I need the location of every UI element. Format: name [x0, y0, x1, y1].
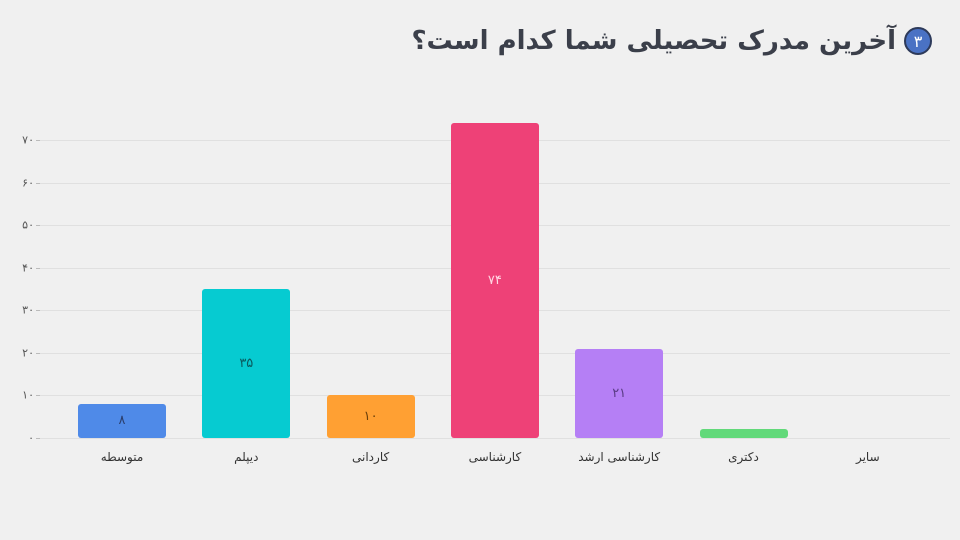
x-axis-label: سایر: [855, 450, 880, 464]
y-tick-mark: [36, 438, 40, 439]
y-tick-mark: [36, 140, 40, 141]
x-axis-label: متوسطه: [100, 450, 144, 464]
x-axis-label: کارشناسی ارشد: [578, 450, 661, 464]
y-tick-mark: [36, 310, 40, 312]
bar[interactable]: ۷۴: [450, 122, 539, 438]
y-tick-label: ۷۰: [22, 133, 34, 147]
y-tick-mark: [36, 352, 40, 354]
bar[interactable]: ۳۵: [202, 289, 291, 438]
x-axis-label: کاردانی: [352, 450, 390, 464]
y-tick-label: ۲۰: [22, 346, 34, 360]
bar[interactable]: ۲۱: [575, 348, 664, 438]
y-tick-label: ۱۰: [22, 388, 34, 402]
x-axis-label: دیپلم: [234, 450, 259, 464]
y-tick-label: ۳۰: [22, 303, 34, 317]
y-tick-mark: [36, 395, 40, 397]
question-text: آخرین مدرک تحصیلی شما کدام است؟: [411, 26, 896, 56]
gridline: [40, 438, 950, 439]
y-tick-mark: [36, 267, 40, 269]
y-tick-mark: [36, 225, 40, 227]
bar[interactable]: [699, 429, 788, 438]
y-tick-label: ۴۰: [22, 261, 34, 275]
x-axis-label: دکتری: [728, 450, 759, 464]
question-title: ۳ آخرین مدرک تحصیلی شما کدام است؟: [411, 26, 932, 56]
y-tick-mark: [36, 182, 40, 184]
question-number-badge: ۳: [904, 27, 932, 55]
y-tick-label: ۰: [28, 431, 34, 445]
x-axis-label: کارشناسی: [468, 450, 522, 464]
bar[interactable]: ۱۰: [326, 395, 415, 438]
y-tick-label: ۵۰: [22, 218, 34, 232]
y-tick-label: ۶۰: [22, 176, 34, 190]
bar[interactable]: ۸: [78, 403, 166, 438]
